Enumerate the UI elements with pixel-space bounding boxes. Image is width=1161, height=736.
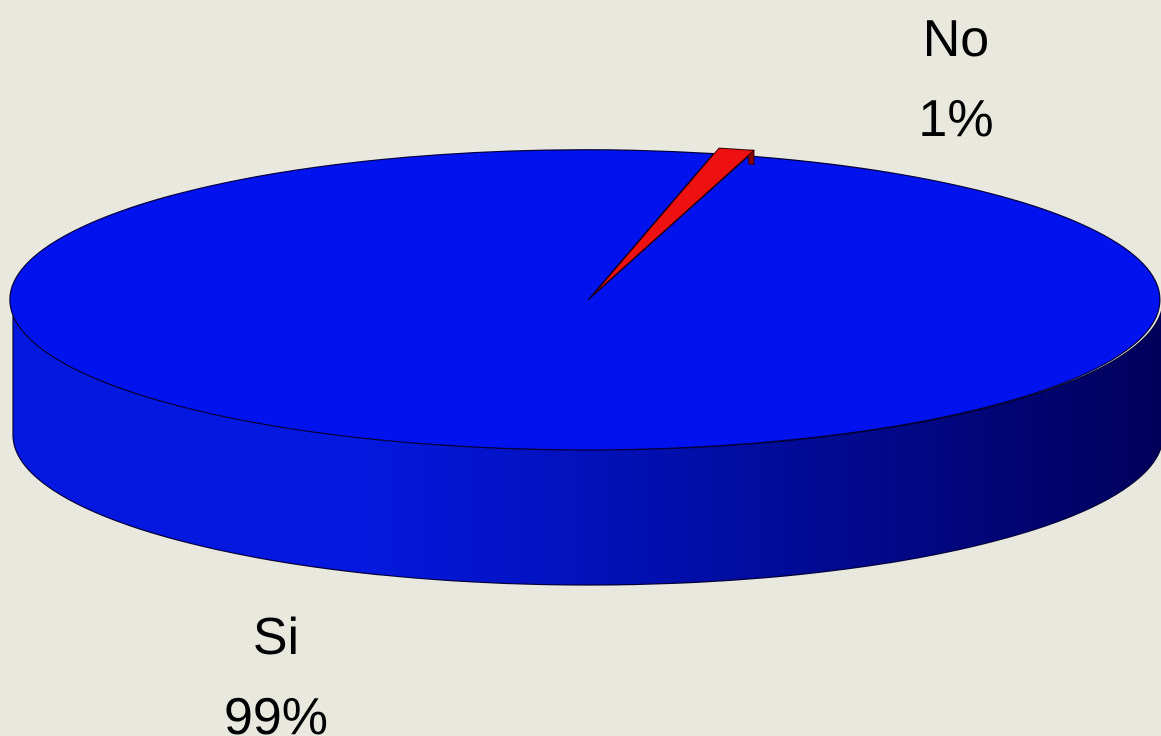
label-si-name: Si	[253, 608, 299, 666]
pie-slice-no	[593, 147, 756, 295]
pie-slice-si	[9, 149, 1161, 451]
label-no-name: No	[923, 10, 989, 68]
label-no-percent: 1%	[918, 90, 993, 148]
label-si-percent: 99%	[224, 688, 328, 736]
